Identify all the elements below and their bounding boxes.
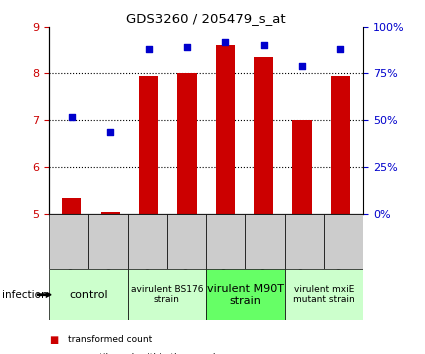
Text: percentile rank within the sample: percentile rank within the sample — [68, 353, 221, 354]
Bar — [292, 120, 312, 214]
Bar — [128, 214, 167, 269]
Point — [299, 63, 306, 69]
Bar — [177, 74, 196, 214]
Bar — [62, 198, 82, 214]
Text: ■: ■ — [49, 353, 58, 354]
Bar — [324, 214, 363, 269]
Bar — [206, 214, 245, 269]
Text: infection: infection — [2, 290, 48, 300]
Bar — [167, 214, 206, 269]
Point — [260, 42, 267, 48]
Point — [68, 114, 75, 119]
Bar — [254, 57, 273, 214]
Bar — [245, 214, 285, 269]
Point — [222, 39, 229, 44]
Bar — [88, 214, 128, 269]
Text: control: control — [69, 290, 108, 300]
Title: GDS3260 / 205479_s_at: GDS3260 / 205479_s_at — [126, 12, 286, 25]
Text: virulent M90T
strain: virulent M90T strain — [207, 284, 284, 306]
Text: virulent mxiE
mutant strain: virulent mxiE mutant strain — [293, 285, 355, 304]
Bar — [331, 76, 350, 214]
Point — [145, 46, 152, 52]
Bar — [216, 45, 235, 214]
Bar — [49, 214, 88, 269]
Text: avirulent BS176
strain: avirulent BS176 strain — [130, 285, 203, 304]
Point — [184, 44, 190, 50]
Bar — [206, 269, 285, 320]
Bar — [285, 214, 324, 269]
Text: transformed count: transformed count — [68, 335, 152, 344]
Bar — [139, 76, 158, 214]
Point — [107, 129, 113, 135]
Bar — [101, 212, 120, 214]
Bar — [285, 269, 363, 320]
Point — [337, 46, 344, 52]
Bar — [128, 269, 206, 320]
Bar — [49, 269, 128, 320]
Text: ■: ■ — [49, 335, 58, 345]
